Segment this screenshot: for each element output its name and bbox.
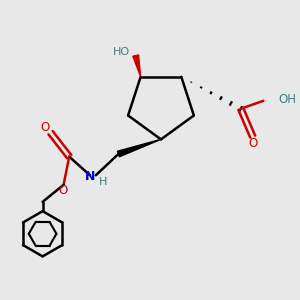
Text: O: O bbox=[248, 137, 257, 150]
Polygon shape bbox=[133, 55, 141, 77]
Text: HO: HO bbox=[112, 46, 130, 57]
Text: N: N bbox=[85, 170, 95, 183]
Text: H: H bbox=[99, 177, 107, 187]
Text: OH: OH bbox=[278, 93, 296, 106]
Text: O: O bbox=[40, 122, 50, 134]
Polygon shape bbox=[118, 140, 161, 157]
Text: O: O bbox=[58, 184, 67, 197]
